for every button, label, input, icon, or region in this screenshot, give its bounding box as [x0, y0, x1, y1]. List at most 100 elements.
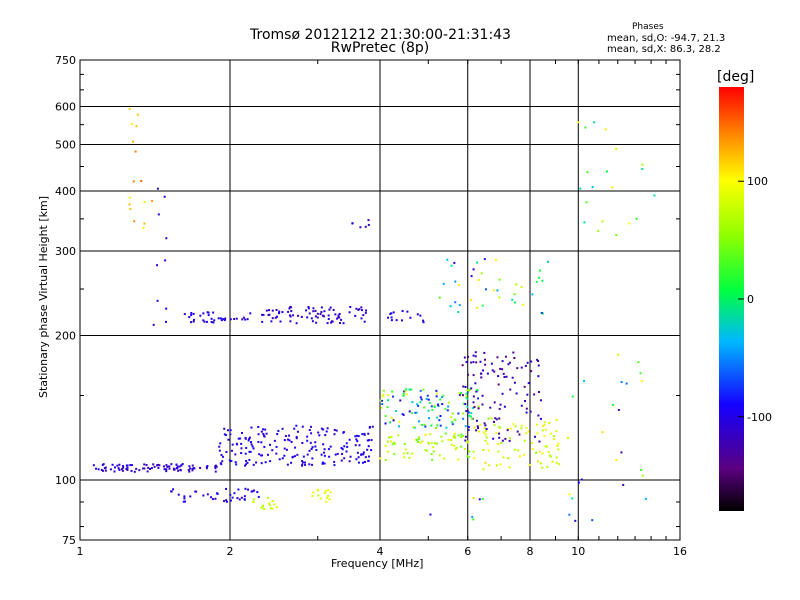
data-point	[206, 493, 209, 496]
data-point	[484, 461, 487, 464]
data-point	[275, 452, 278, 455]
data-point	[653, 194, 656, 197]
data-point	[525, 432, 528, 435]
data-point	[468, 388, 471, 391]
data-point	[481, 497, 484, 500]
data-point	[408, 456, 411, 459]
data-point	[463, 356, 466, 359]
data-point	[165, 307, 168, 310]
data-point	[476, 426, 479, 429]
data-point	[384, 415, 387, 418]
data-point	[326, 495, 329, 498]
data-point	[487, 417, 490, 420]
data-point	[442, 394, 445, 397]
data-point	[404, 448, 407, 451]
data-point	[475, 419, 478, 422]
data-point	[263, 508, 266, 511]
data-point	[260, 506, 263, 509]
data-point	[450, 416, 453, 419]
data-point	[506, 429, 509, 432]
data-point	[419, 389, 422, 392]
data-point	[322, 443, 325, 446]
data-point	[524, 364, 527, 367]
data-point	[467, 426, 470, 429]
data-point	[335, 429, 338, 432]
data-point	[460, 433, 463, 436]
data-point	[289, 315, 292, 318]
data-point	[571, 395, 574, 398]
data-point	[343, 457, 346, 460]
data-point	[437, 403, 440, 406]
data-point	[180, 464, 183, 467]
data-point	[423, 423, 426, 426]
data-point	[496, 289, 499, 292]
data-point	[382, 393, 385, 396]
data-point	[143, 222, 146, 225]
data-point	[224, 434, 227, 437]
data-point	[438, 454, 441, 457]
data-point	[523, 385, 526, 388]
data-point	[325, 500, 328, 503]
data-point	[449, 439, 452, 442]
data-point	[315, 448, 318, 451]
data-point	[315, 321, 318, 324]
data-point	[329, 491, 332, 494]
data-point	[177, 493, 180, 496]
data-point	[156, 187, 159, 190]
phase-stats-o: mean, sd,O: -94.7, 21.3	[607, 33, 726, 44]
data-point	[449, 305, 452, 308]
data-point	[170, 463, 173, 466]
data-point	[327, 317, 330, 320]
data-point	[467, 411, 470, 414]
data-point	[323, 462, 326, 465]
data-point	[523, 453, 526, 456]
data-point	[467, 428, 470, 431]
data-point	[340, 447, 343, 450]
data-point	[143, 463, 146, 466]
data-point	[122, 465, 125, 468]
data-point	[121, 469, 124, 472]
data-point	[390, 436, 393, 439]
data-point	[133, 470, 136, 473]
data-point	[462, 385, 465, 388]
y-tick-label: 100	[55, 474, 76, 487]
data-point	[439, 424, 442, 427]
data-point	[416, 438, 419, 441]
data-point	[475, 429, 478, 432]
data-point	[357, 456, 360, 459]
data-point	[535, 451, 538, 454]
data-point	[574, 519, 577, 522]
data-point	[191, 464, 194, 467]
data-point	[458, 393, 461, 396]
data-point	[457, 412, 460, 415]
data-point	[92, 464, 95, 467]
data-point	[252, 447, 255, 450]
data-point	[494, 258, 497, 261]
data-point	[530, 441, 533, 444]
data-point	[577, 481, 580, 484]
data-point	[220, 453, 223, 456]
data-point	[535, 423, 538, 426]
data-point	[420, 398, 423, 401]
data-point	[382, 389, 385, 392]
data-point	[118, 468, 121, 471]
data-point	[172, 488, 175, 491]
data-point	[245, 459, 248, 462]
data-point	[223, 319, 226, 322]
data-point	[205, 467, 208, 470]
data-point	[390, 319, 393, 322]
y-axis-label: Stationary phase Virtual Height [km]	[37, 195, 50, 398]
data-point	[540, 311, 543, 314]
data-point	[165, 470, 168, 473]
data-point	[97, 468, 100, 471]
data-point	[286, 463, 289, 466]
data-point	[580, 478, 583, 481]
data-point	[323, 451, 326, 454]
data-point	[271, 449, 274, 452]
data-point	[522, 303, 525, 306]
data-point	[427, 409, 430, 412]
data-point	[390, 440, 393, 443]
data-point	[418, 436, 421, 439]
data-point	[593, 121, 596, 124]
data-point	[525, 426, 528, 429]
